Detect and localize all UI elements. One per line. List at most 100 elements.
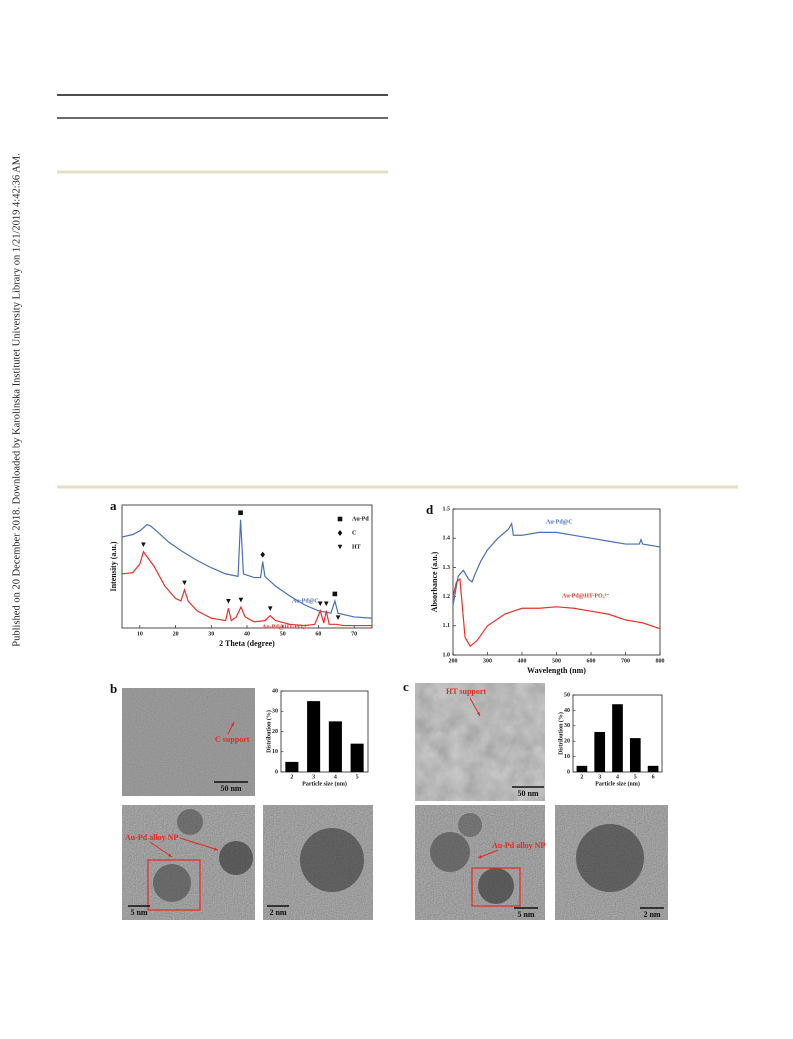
arrow-head bbox=[476, 712, 480, 716]
x-tick-label: 2 bbox=[580, 774, 583, 780]
x-tick-label: 40 bbox=[244, 631, 250, 637]
y-tick-label: 40 bbox=[272, 688, 278, 694]
x-tick-label: 6 bbox=[652, 774, 655, 780]
annotation: C support bbox=[215, 735, 250, 744]
panel-label: a bbox=[110, 498, 117, 513]
y-tick-label: 20 bbox=[564, 739, 570, 745]
x-axis-label: Particle size (nm) bbox=[302, 780, 347, 787]
tem-tint bbox=[122, 688, 255, 796]
x-tick-label: 3 bbox=[312, 774, 315, 780]
series-label: Au-Pd@HT-PO₄³⁻ bbox=[262, 624, 309, 630]
arrow-head bbox=[214, 847, 218, 851]
x-tick-label: 500 bbox=[552, 658, 561, 664]
legend-entry: HT bbox=[352, 544, 361, 550]
plot-frame bbox=[452, 508, 661, 656]
bar bbox=[307, 701, 321, 772]
y-tick-label: 0 bbox=[567, 769, 570, 775]
marker bbox=[337, 516, 343, 522]
x-tick-label: 70 bbox=[351, 631, 357, 637]
y-tick-label: 1.4 bbox=[443, 536, 451, 542]
series-label: Au-Pd@C bbox=[292, 598, 319, 604]
series-label: Au-Pd@HT-PO₄³⁻ bbox=[562, 593, 609, 599]
y-axis-label: Intensity (a.u.) bbox=[109, 541, 118, 591]
annotation: Au-Pd alloy NP bbox=[492, 841, 545, 850]
particle bbox=[300, 828, 364, 892]
bar bbox=[285, 761, 299, 772]
y-tick-label: 1.1 bbox=[443, 623, 451, 629]
particle bbox=[177, 809, 203, 835]
x-tick-label: 600 bbox=[587, 658, 596, 664]
marker bbox=[226, 599, 231, 604]
arrow bbox=[149, 841, 173, 858]
particle bbox=[430, 832, 470, 872]
y-tick-label: 20 bbox=[272, 729, 278, 735]
x-tick-label: 5 bbox=[356, 774, 359, 780]
marker bbox=[323, 601, 329, 607]
x-tick-label: 200 bbox=[449, 658, 458, 664]
x-axis-label: Wavelength (nm) bbox=[527, 666, 586, 675]
bar bbox=[647, 765, 659, 772]
marker bbox=[260, 551, 266, 558]
marker bbox=[337, 530, 343, 536]
y-axis-label: Distribution (%) bbox=[265, 710, 272, 753]
tem-tint bbox=[415, 683, 545, 801]
plot-frame bbox=[121, 504, 373, 629]
x-tick-label: 800 bbox=[656, 658, 665, 664]
series-line bbox=[121, 550, 372, 627]
marker bbox=[317, 601, 323, 607]
arrow bbox=[179, 837, 219, 851]
bar bbox=[328, 721, 342, 772]
x-tick-label: 50 bbox=[280, 631, 286, 637]
legend-entry: C bbox=[352, 530, 356, 536]
x-tick-label: 20 bbox=[173, 631, 179, 637]
x-tick-label: 4 bbox=[616, 774, 619, 780]
tem-image bbox=[122, 688, 255, 796]
y-tick-label: 1.3 bbox=[443, 565, 451, 571]
scale-label: 5 nm bbox=[517, 910, 534, 919]
annotation: HT support bbox=[446, 687, 486, 696]
series-line bbox=[452, 521, 661, 606]
y-tick-label: 30 bbox=[272, 709, 278, 715]
legend-entry: Au-Pd bbox=[352, 516, 369, 522]
x-tick-label: 60 bbox=[315, 631, 321, 637]
marker bbox=[332, 591, 338, 597]
y-tick-label: 10 bbox=[564, 754, 570, 760]
x-tick-label: 10 bbox=[137, 631, 143, 637]
x-tick-label: 300 bbox=[483, 658, 492, 664]
particle bbox=[478, 868, 514, 904]
series-line bbox=[121, 519, 373, 619]
x-tick-label: 30 bbox=[208, 631, 214, 637]
particle bbox=[153, 864, 191, 902]
marker bbox=[335, 615, 341, 620]
marker bbox=[238, 597, 244, 603]
arrow-head bbox=[168, 853, 172, 857]
y-tick-label: 30 bbox=[564, 723, 570, 729]
y-tick-label: 1.0 bbox=[443, 652, 451, 658]
x-tick-label: 700 bbox=[621, 658, 630, 664]
x-tick-label: 400 bbox=[518, 658, 527, 664]
marker bbox=[238, 510, 243, 516]
bar bbox=[350, 743, 364, 772]
y-tick-label: 10 bbox=[272, 749, 278, 755]
y-tick-label: 1.2 bbox=[443, 594, 451, 600]
scale-label: 5 nm bbox=[130, 908, 147, 917]
panel-label: d bbox=[426, 502, 434, 517]
x-tick-label: 2 bbox=[290, 774, 293, 780]
series-line bbox=[452, 577, 661, 648]
x-tick-label: 5 bbox=[634, 774, 637, 780]
y-tick-label: 0 bbox=[275, 769, 278, 775]
zoom-box bbox=[147, 859, 201, 911]
x-axis-label: 2 Theta (degree) bbox=[219, 639, 275, 648]
x-tick-label: 3 bbox=[598, 774, 601, 780]
arrow-head bbox=[478, 855, 482, 859]
marker bbox=[182, 580, 187, 586]
bar bbox=[612, 704, 623, 772]
bar bbox=[594, 731, 606, 772]
tem-image bbox=[415, 683, 545, 801]
series-label: Au-Pd@C bbox=[546, 519, 573, 525]
y-tick-label: 50 bbox=[564, 692, 570, 698]
y-tick-label: 40 bbox=[564, 708, 570, 714]
y-axis-label: Absorbance (a.u.) bbox=[430, 551, 439, 612]
